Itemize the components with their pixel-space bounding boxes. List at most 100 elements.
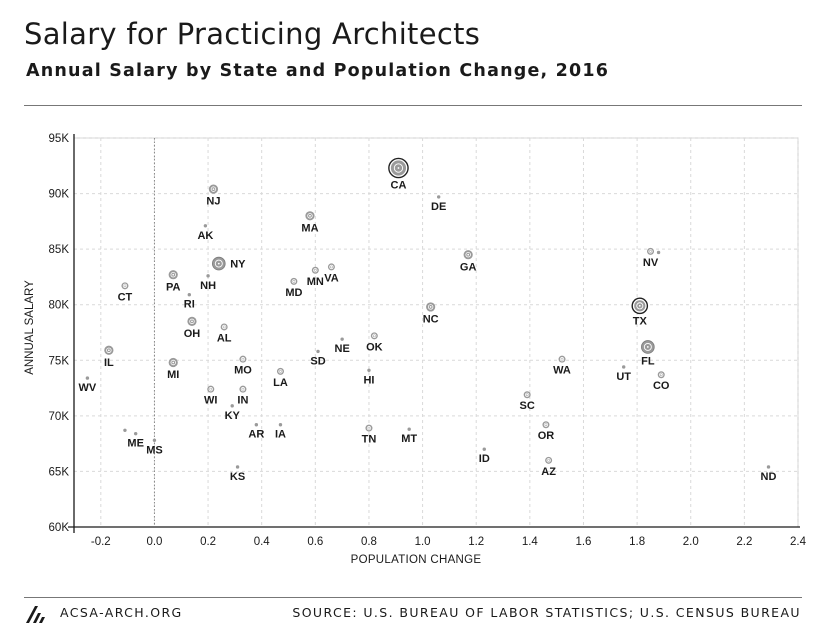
point-label-ms: MS [146,444,163,456]
point-label-ak: AK [197,230,213,242]
point-label-pa: PA [166,281,181,293]
scatter-plot: 60K 65K 70K 75K 80K 85K 90K 95K -0.2 0.0 0.2 0.4 0.6… [24,133,807,566]
point-label-hi: HI [363,374,374,386]
point-ga-center [467,253,470,256]
point-oh-center [191,320,193,323]
point-label-ut: UT [616,371,631,383]
point-ok-inner [372,333,377,338]
point-label-md: MD [285,287,302,299]
point-nd [766,465,771,469]
footer-source: SOURCE: U.S. BUREAU OF LABOR STATISTICS;… [292,605,801,620]
x-tick-label: 1.0 [415,536,431,548]
point-label-la: LA [273,377,288,389]
y-tick-label: 65K [49,466,70,478]
point-ny-center [217,262,220,265]
point-label-oh: OH [184,328,201,340]
point-ky [230,404,234,408]
x-tick-label: -0.2 [91,536,111,548]
point-mo-center [242,358,244,361]
point-label-nj: NJ [206,196,220,208]
y-tick-label: 90K [49,189,70,201]
point-label-me: ME [127,438,144,450]
point-label-ne: NE [335,343,350,355]
chart-subtitle: Annual Salary by State and Population Ch… [26,61,610,81]
minor-point [123,428,127,433]
footer-site: ACSA-ARCH.ORG [60,605,183,620]
point-label-mi: MI [167,369,179,381]
y-tick-label: 95K [49,133,70,145]
x-axis-title: POPULATION CHANGE [351,554,482,566]
x-tick-label: 1.6 [575,536,591,548]
y-tick-label: 60K [49,522,70,534]
x-tick-label: 0.4 [254,536,271,548]
point-label-ga: GA [460,261,477,273]
point-md-inner [291,279,297,284]
point-tx-inner [636,302,644,310]
point-label-wa: WA [553,365,571,377]
point-label-ct: CT [118,291,133,303]
point-va-inner [329,264,334,270]
point-mi-inner [170,359,176,366]
point-or-inner [543,422,549,427]
point-id [482,447,486,451]
acsa-logo-icon [26,606,45,623]
point-ca-center [397,167,400,169]
point-label-de: DE [431,201,446,213]
point-md-center [292,280,295,283]
point-va-center [330,266,333,268]
point-label-tx: TX [633,315,648,327]
point-label-mn: MN [307,276,324,288]
x-tick-label: 0.2 [200,536,216,548]
footer-divider [24,597,802,598]
point-label-tn: TN [362,434,377,446]
point-label-ar: AR [248,429,264,441]
point-wa-center [561,358,563,361]
point-label-wi: WI [204,395,217,407]
point-label-fl: FL [641,355,655,367]
point-sc-center [526,393,529,396]
point-mt [407,427,411,431]
point-label-or: OR [538,430,555,442]
point-de [436,195,441,199]
point-al-center [223,326,226,328]
point-sc-inner [525,392,530,397]
point-me [133,431,138,436]
point-la-center [279,370,282,373]
point-label-ky: KY [225,410,241,422]
point-az-center [547,459,550,462]
point-label-nd: ND [761,471,777,483]
point-mo-inner [240,357,246,362]
point-label-ma: MA [301,222,318,234]
point-label-nc: NC [423,314,439,326]
point-pa-center [172,273,175,276]
x-tick-label: 0.8 [361,536,377,548]
point-nj-center [212,188,215,191]
point-label-co: CO [653,380,670,392]
point-nh [206,274,210,278]
x-tick-label: 2.4 [790,536,807,548]
point-ut [622,365,626,369]
point-label-wv: WV [79,382,97,394]
point-al-inner [222,324,227,330]
point-ca-inner [393,163,404,173]
point-mn-inner [313,268,318,273]
y-axis-title: ANNUAL SALARY [24,280,36,375]
point-label-il: IL [104,357,114,369]
y-tick-label: 70K [49,411,70,423]
point-label-va: VA [324,272,339,284]
x-tick-label: 2.2 [736,536,752,548]
x-tick-label: 1.2 [468,536,484,548]
point-label-in: IN [237,395,248,407]
point-nj-inner [210,186,217,192]
point-label-az: AZ [541,466,556,478]
x-tick-label: 2.0 [683,536,699,548]
point-label-ia: IA [275,429,286,441]
point-tn-center [368,427,370,429]
point-label-ny: NY [230,259,246,271]
x-tick-label: 0.0 [146,536,162,548]
y-tick-label: 85K [49,244,70,256]
point-tx-center [638,304,641,307]
x-tick-label: 1.4 [522,536,539,548]
point-il-center [107,349,110,352]
point-fl-inner [643,342,652,351]
